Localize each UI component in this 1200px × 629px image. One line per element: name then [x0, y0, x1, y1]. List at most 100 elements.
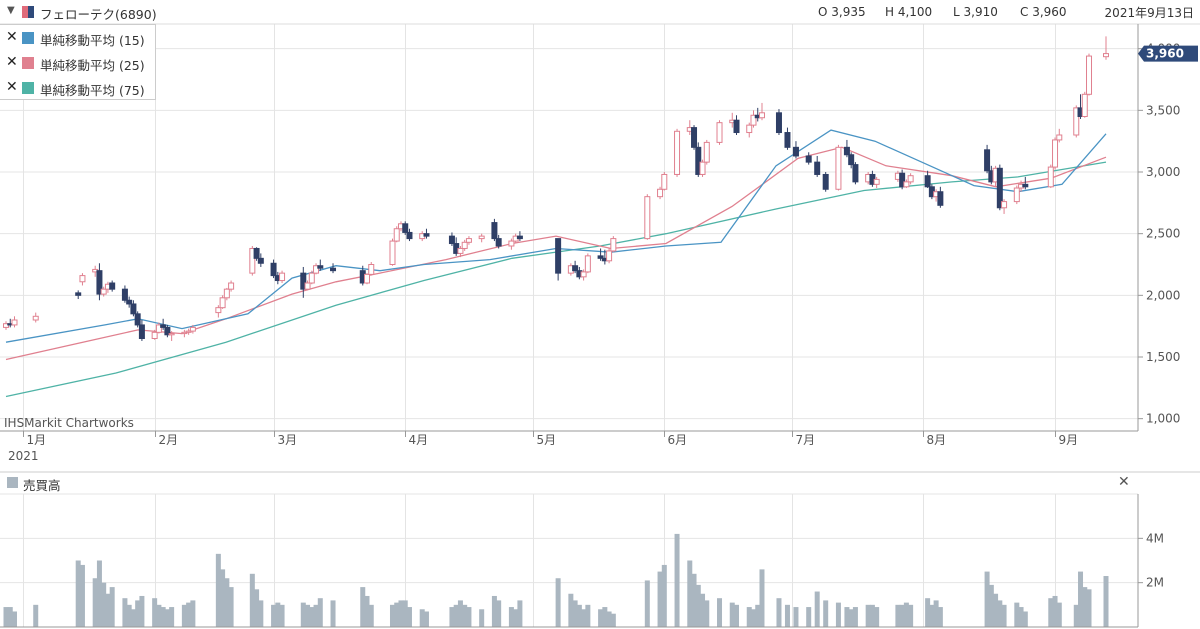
candle — [448, 232, 455, 246]
candle — [814, 155, 821, 177]
candle — [606, 248, 613, 264]
open-value: O 3,935 — [818, 5, 866, 19]
volume-bar — [190, 600, 196, 627]
candle-body — [674, 130, 681, 175]
volume-y-axis: 2M 4M — [0, 494, 1164, 628]
candle-body — [223, 288, 230, 299]
candle-body — [792, 146, 799, 157]
volume-bar — [228, 587, 234, 627]
volume-bar — [496, 600, 502, 627]
volume-bar — [271, 604, 277, 627]
ma25-label: 単純移動平均 (25) — [40, 58, 145, 73]
price-grid — [0, 23, 1200, 431]
volume-bar — [899, 604, 905, 627]
volume-bar — [1014, 602, 1020, 627]
candle-body — [75, 292, 82, 296]
remove-ma15-icon[interactable]: ✕ — [6, 29, 18, 45]
candle-body — [516, 235, 523, 240]
month-label: 7月 — [796, 433, 816, 447]
candle — [389, 238, 396, 266]
candle — [257, 253, 264, 267]
volume-bar — [508, 607, 514, 627]
volume-bar — [937, 607, 943, 627]
candle — [300, 266, 307, 298]
watermark: IHSMarkit Chartworks — [4, 416, 134, 430]
volume-bar — [105, 593, 111, 627]
volume-bar — [109, 587, 115, 627]
candle — [406, 228, 413, 242]
volume-tick-label: 4M — [1146, 531, 1164, 545]
remove-ma75-icon[interactable]: ✕ — [6, 79, 18, 95]
volume-bar — [462, 604, 468, 627]
volume-bar — [130, 609, 136, 627]
candle-body — [168, 333, 175, 336]
candle-body — [1013, 187, 1020, 203]
candle — [1052, 137, 1059, 170]
volume-bar — [806, 607, 812, 627]
remove-ma25-icon[interactable]: ✕ — [6, 54, 18, 70]
volume-bar — [160, 607, 166, 627]
candle — [996, 164, 1003, 211]
candle — [465, 236, 472, 245]
volume-close-icon[interactable]: ✕ — [1118, 474, 1130, 490]
candle-body — [478, 235, 485, 240]
candle-body — [257, 257, 264, 264]
collapse-caret-icon[interactable]: ▼ — [7, 5, 15, 16]
volume-bar — [254, 589, 260, 627]
candle — [168, 331, 175, 341]
candle-body — [814, 161, 821, 175]
candle-body — [822, 173, 829, 190]
candle-body — [189, 326, 196, 332]
volume-bar — [1018, 607, 1024, 627]
candle-body — [11, 319, 18, 326]
candle-body — [843, 146, 850, 156]
candle — [835, 144, 842, 191]
volume-bar — [814, 591, 820, 627]
volume-bar — [169, 607, 175, 627]
candle-body — [495, 238, 502, 247]
volume-bar — [275, 602, 281, 627]
volume-bar — [925, 598, 931, 627]
close-value: C 3,960 — [1020, 5, 1067, 19]
candle — [584, 253, 591, 274]
candle-body — [606, 250, 613, 262]
candle — [1081, 91, 1088, 118]
last-price-tag — [1138, 45, 1198, 62]
candle — [792, 141, 799, 159]
candle — [984, 144, 991, 174]
candle — [1103, 36, 1109, 60]
candle — [228, 280, 235, 292]
candle — [691, 125, 698, 150]
volume-bar — [220, 569, 226, 627]
candle-body — [555, 238, 562, 274]
candle — [661, 172, 668, 191]
candle-body — [1047, 166, 1054, 188]
candle-body — [907, 175, 914, 183]
volume-bar — [844, 607, 850, 627]
volume-bar — [364, 595, 370, 627]
volume-bar — [419, 609, 425, 627]
legend-item-ma75: ✕ 単純移動平均 (75) — [0, 77, 156, 99]
moving-average-lines — [5, 129, 1107, 398]
volume-bar — [734, 604, 740, 627]
volume-bar — [555, 578, 561, 627]
candle-body — [181, 331, 188, 335]
volume-bar — [11, 611, 17, 627]
volume-bar — [729, 602, 735, 627]
volume-bar — [279, 604, 285, 627]
candle-body — [457, 247, 464, 254]
candle — [11, 316, 18, 328]
candle-body — [899, 172, 906, 188]
candle-body — [775, 112, 782, 134]
volume-bar — [360, 587, 366, 627]
candle-body — [249, 247, 256, 274]
candle — [758, 102, 765, 121]
candle-body — [406, 231, 413, 240]
candle — [423, 228, 430, 239]
candle-body — [461, 241, 468, 249]
candle-body — [1022, 183, 1029, 188]
candle-body — [873, 178, 880, 185]
candle — [610, 236, 617, 253]
candle-body — [903, 181, 910, 188]
